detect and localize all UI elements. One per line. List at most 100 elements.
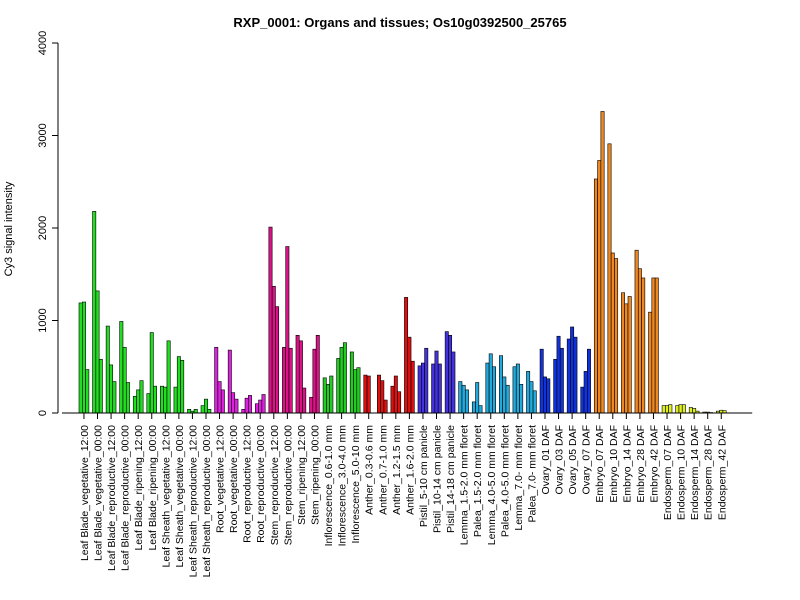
- bar: [461, 384, 466, 414]
- x-tick-label: Root_vegetative_00:00: [228, 425, 240, 533]
- x-tick-label: Stem_ripening_12:00: [296, 425, 308, 525]
- bar: [377, 374, 381, 414]
- bar: [95, 290, 100, 414]
- bar: [637, 268, 642, 414]
- x-tick-label: Inflorescence_3.0-4.0 mm: [337, 425, 349, 547]
- bar: [176, 356, 181, 414]
- bar: [105, 325, 110, 414]
- bar: [519, 384, 524, 414]
- bar: [339, 347, 344, 414]
- bar: [336, 358, 341, 414]
- bar: [315, 334, 320, 414]
- bar: [261, 394, 266, 414]
- x-tick-label: Anther_0.7-1.0 mm: [377, 425, 389, 515]
- bar: [136, 389, 141, 414]
- x-tick-label: Palea_7.0- mm floret: [526, 425, 538, 523]
- bar: [583, 371, 588, 414]
- bar: [234, 398, 239, 414]
- x-tick-label: Leaf Sheath_reproductive_12:00: [187, 425, 199, 578]
- bar: [434, 350, 439, 414]
- bar: [295, 334, 300, 414]
- bar: [451, 351, 456, 414]
- x-tick-label: Ovary_07 DAF: [581, 425, 593, 494]
- bar: [512, 366, 517, 414]
- bar: [180, 359, 185, 414]
- bar: [464, 389, 469, 414]
- bar: [82, 301, 86, 414]
- bar: [553, 359, 558, 414]
- bar: [248, 395, 252, 414]
- x-tick-label: Leaf Sheath_vegetative_00:00: [174, 425, 186, 568]
- bar: [271, 285, 276, 414]
- x-tick-label: Leaf Sheath_reproductive_00:00: [201, 425, 213, 578]
- bar: [529, 381, 534, 414]
- x-tick-label: Leaf Blade_vegetative_12:00: [79, 425, 91, 561]
- bar: [326, 384, 330, 414]
- bar: [383, 399, 388, 414]
- x-tick-label: Leaf Blade_reproductive_00:00: [120, 425, 132, 571]
- bar: [139, 380, 144, 414]
- y-tick-label: 3000: [37, 123, 49, 147]
- bar: [641, 277, 646, 414]
- bar: [471, 401, 476, 414]
- bar: [624, 303, 629, 414]
- bar: [593, 178, 598, 414]
- x-tick-label: Embryo_10 DAF: [608, 425, 620, 503]
- bar: [546, 378, 551, 414]
- bar: [627, 296, 632, 414]
- bar: [543, 376, 547, 414]
- bar: [312, 348, 317, 414]
- bar: [420, 362, 425, 414]
- bar: [119, 321, 124, 414]
- bar: [349, 351, 354, 414]
- bar: [160, 385, 164, 414]
- bar: [254, 403, 259, 414]
- bar: [688, 407, 693, 414]
- bar: [515, 363, 520, 414]
- bar: [539, 348, 544, 414]
- bar: [559, 347, 564, 414]
- x-tick-label: Stem_reproductive_12:00: [269, 425, 281, 545]
- bar: [166, 340, 171, 414]
- x-tick-label: Leaf Blade_vegetative_00:00: [93, 425, 105, 561]
- bar: [214, 347, 219, 414]
- bar: [556, 335, 561, 414]
- bar: [112, 381, 117, 414]
- bar: [390, 385, 395, 414]
- x-tick-label: Palea_1.5-2.0 mm floret: [472, 425, 484, 537]
- bar: [92, 211, 97, 414]
- bar: [132, 396, 137, 414]
- bar: [193, 408, 198, 414]
- bar: [570, 326, 575, 414]
- bar: [532, 390, 537, 414]
- x-tick-label: Pistil_10-14 cm panicle: [432, 425, 444, 533]
- x-tick-label: Leaf Blade_ripening_00:00: [147, 425, 159, 551]
- bar: [458, 381, 463, 414]
- x-tick-label: Lemma_1.5-2.0 mm floret: [459, 425, 471, 545]
- bar: [621, 292, 626, 414]
- x-tick-label: Palea_4.0-5.0 mm floret: [499, 425, 511, 537]
- bar: [610, 252, 615, 414]
- bar: [444, 331, 449, 414]
- bar: [149, 332, 154, 414]
- bar: [78, 302, 83, 414]
- bar: [282, 347, 286, 414]
- x-tick-label: Ovary_05 DAF: [567, 425, 579, 494]
- bar: [153, 385, 157, 414]
- x-tick-label: Root_reproductive_12:00: [242, 425, 254, 543]
- x-tick-label: Stem_ripening_00:00: [309, 425, 321, 525]
- bar: [122, 347, 127, 414]
- bar: [607, 143, 612, 414]
- bar: [665, 405, 669, 414]
- bar: [654, 277, 659, 414]
- y-axis: 0 1000 2000 3000 4000: [37, 31, 59, 416]
- bar: [302, 387, 307, 414]
- bar: [488, 353, 493, 414]
- x-tick-label: Lemma_4.0-5.0 mm floret: [486, 425, 498, 545]
- bar: [505, 384, 510, 414]
- bar: [125, 382, 130, 414]
- bar: [407, 336, 412, 414]
- chart-title: RXP_0001: Organs and tissues; Os10g03925…: [233, 15, 566, 30]
- bar: [231, 392, 236, 414]
